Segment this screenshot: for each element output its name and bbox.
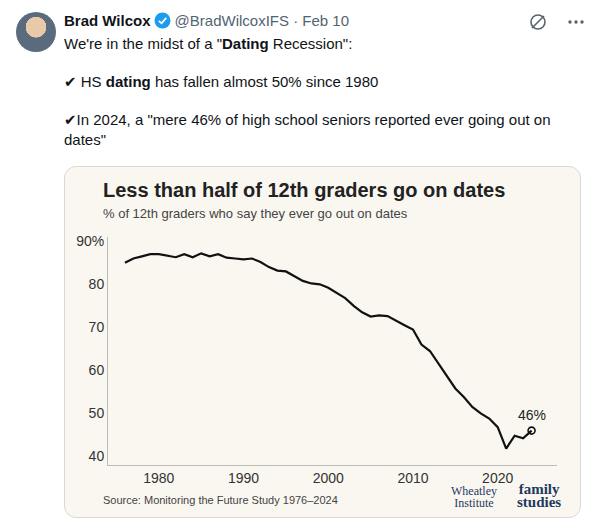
html-text:family: family	[518, 481, 560, 497]
svg-text:2000: 2000	[313, 470, 344, 486]
svg-text:80: 80	[89, 276, 105, 292]
svg-text:2020: 2020	[482, 470, 513, 486]
html-text:% of 12th graders who say they: % of 12th graders who say they ever go o…	[103, 206, 408, 221]
html-text:Wheatley: Wheatley	[451, 484, 497, 498]
html-text:studies: studies	[517, 494, 562, 510]
html-text:✔ HS dating has fallen almost: ✔ HS dating has fallen almost 50% since …	[64, 73, 379, 90]
svg-text:1980: 1980	[143, 470, 174, 486]
svg-text:50: 50	[89, 405, 105, 421]
svg-text:46%: 46%	[518, 407, 546, 423]
html-text:We're in the midst of a " Dati: We're in the midst of a " Dating Recessi…	[64, 35, 353, 52]
html-text:Institute: Institute	[454, 496, 494, 510]
html-text:@BradWilcoxIFS · Feb 10: @BradWilcoxIFS · Feb 10	[174, 12, 349, 29]
html-text:✔In 2024, a "mere 46% of high: ✔In 2024, a "mere 46% of high school sen…	[64, 111, 551, 148]
svg-text:40: 40	[89, 448, 105, 464]
html-text:Less than half of 12th graders: Less than half of 12th graders go on dat…	[103, 179, 506, 201]
html-text:Source: Monitoring the Future: Source: Monitoring the Future Study 1976…	[103, 494, 338, 506]
svg-text:2010: 2010	[397, 470, 428, 486]
svg-text:90%: 90%	[76, 233, 104, 249]
html-text:Brad Wilcox: Brad Wilcox	[64, 12, 151, 29]
svg-text:70: 70	[89, 319, 105, 335]
svg-text:60: 60	[89, 362, 105, 378]
svg-text:1990: 1990	[228, 470, 259, 486]
